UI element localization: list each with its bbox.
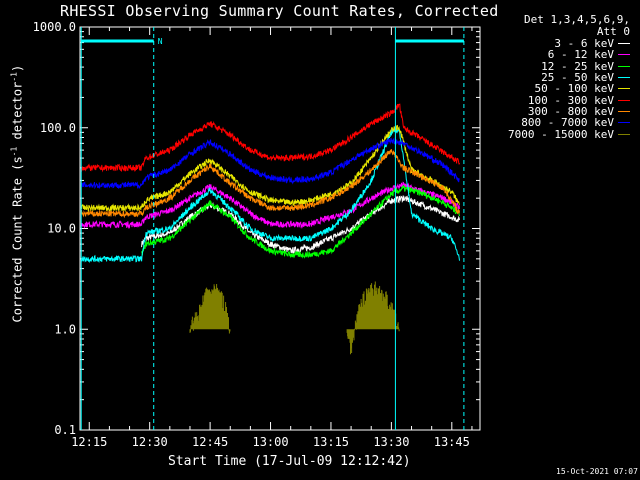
y-axis-title-exp: -1	[9, 146, 19, 157]
y-axis-title: Corrected Count Rate (s-1 detector-1)	[9, 65, 25, 323]
y-tick-label: 10.0	[47, 222, 76, 236]
legend-item: 50 - 100 keV	[486, 82, 636, 96]
legend-item-label: 25 - 50 keV	[541, 71, 614, 85]
x-axis-title: Start Time (17-Jul-09 12:12:42)	[168, 454, 411, 469]
y-tick-label: 1000.0	[33, 20, 76, 34]
legend-item: 300 - 800 keV	[486, 104, 636, 118]
legend: Det 1,3,4,5,6,9, Att 0 3 - 6 keV 6 - 12 k…	[486, 14, 636, 141]
legend-item: 25 - 50 keV	[486, 71, 636, 85]
legend-item-label: 300 - 800 keV	[527, 104, 614, 118]
x-tick-label: 13:15	[313, 435, 349, 449]
y-axis-title-part: )	[10, 64, 25, 73]
series-25-50kev	[80, 127, 460, 264]
x-tick-label: 13:45	[434, 435, 470, 449]
x-tick-label: 13:00	[252, 435, 288, 449]
series-50-100kev	[80, 124, 460, 213]
legend-item: 7000 - 15000 keV	[486, 127, 636, 141]
x-tick-label: 12:15	[71, 435, 107, 449]
y-tick-label: 1.0	[54, 322, 76, 336]
series-800-7000kev	[80, 137, 460, 190]
footer-timestamp: 15-Oct-2021 07:07	[556, 467, 638, 476]
series-100-300kev	[80, 103, 460, 173]
legend-item-swatch	[618, 110, 630, 112]
legend-item-swatch	[618, 65, 630, 67]
legend-item-swatch	[618, 43, 630, 45]
legend-item: 100 - 300 keV	[486, 93, 636, 107]
legend-item: 800 - 7000 keV	[486, 116, 636, 130]
x-tick-label: 12:30	[132, 435, 168, 449]
legend-entries: 3 - 6 keV 6 - 12 keV 12 - 25 keV 25 - 50 ke…	[486, 37, 636, 141]
legend-item-swatch	[618, 99, 630, 101]
legend-item-swatch	[618, 122, 630, 124]
legend-item-label: 800 - 7000 keV	[521, 116, 614, 130]
y-tick-label: 100.0	[40, 121, 76, 135]
legend-item-swatch	[618, 133, 630, 135]
x-tick-label: 12:45	[192, 435, 228, 449]
legend-item-label: 50 - 100 keV	[534, 82, 614, 96]
axes-frame	[79, 26, 481, 431]
x-tick-label: 13:30	[373, 435, 409, 449]
series-300-800kev	[80, 149, 460, 219]
night-bar-label: N	[158, 37, 163, 46]
legend-item-label: 6 - 12 keV	[547, 48, 614, 62]
y-axis-title-exp: -1	[9, 72, 19, 82]
legend-item-swatch	[618, 88, 630, 90]
legend-item: 12 - 25 keV	[486, 59, 636, 73]
legend-item: 6 - 12 keV	[486, 48, 636, 62]
legend-item-swatch	[618, 54, 630, 56]
legend-header-line: Det 1,3,4,5,6,9,	[524, 13, 630, 26]
legend-item-label: 12 - 25 keV	[541, 59, 614, 73]
legend-header-line: Att 0	[596, 25, 630, 38]
series-7000-15000-kev	[189, 281, 400, 355]
legend-item-swatch	[618, 77, 630, 79]
legend-item-label: 7000 - 15000 keV	[508, 127, 614, 141]
legend-item-label: 100 - 300 keV	[527, 93, 614, 107]
y-tick-label: 0.1	[54, 423, 76, 437]
series-12-25kev	[141, 184, 460, 259]
legend-item: 3 - 6 keV	[486, 37, 636, 51]
legend-header: Det 1,3,4,5,6,9, Att 0	[486, 14, 636, 38]
y-axis-title-part: detector	[10, 81, 25, 147]
y-axis-title-part: Corrected Count Rate (s	[10, 156, 25, 323]
chart-title: RHESSI Observing Summary Count Rates, Co…	[60, 2, 499, 20]
legend-item-label: 3 - 6 keV	[554, 37, 614, 51]
